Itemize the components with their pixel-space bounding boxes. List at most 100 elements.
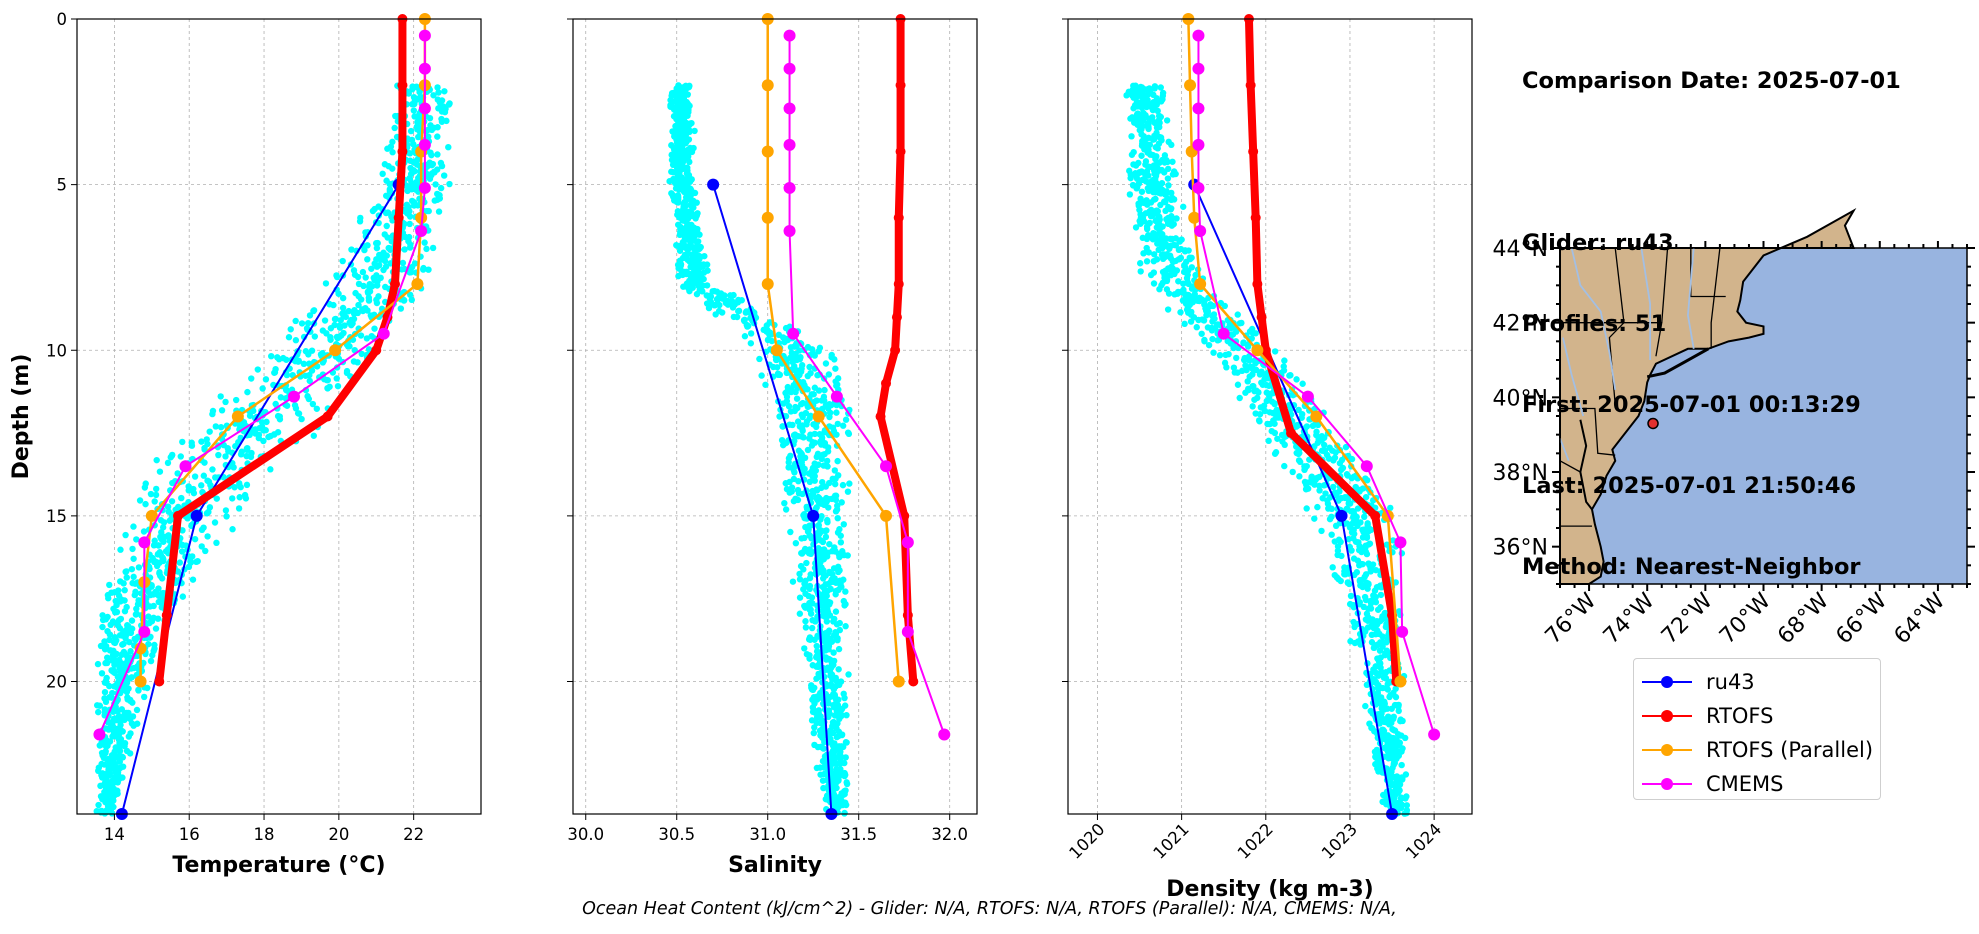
- glider-point: [781, 500, 787, 506]
- glider-point: [666, 178, 672, 184]
- data-point: [783, 181, 796, 194]
- glider-point: [671, 159, 677, 165]
- glider-point: [816, 673, 822, 679]
- glider-point: [675, 273, 681, 279]
- glider-point: [843, 739, 849, 745]
- glider-point: [800, 379, 806, 385]
- glider-point: [142, 484, 148, 490]
- glider-point: [748, 330, 754, 336]
- glider-point: [811, 637, 817, 643]
- glider-point: [382, 161, 388, 167]
- ohc-footer: Ocean Heat Content (kJ/cm^2) - Glider: N…: [582, 899, 1397, 919]
- glider-point: [222, 453, 228, 459]
- glider-point: [127, 730, 133, 736]
- glider-point: [1166, 139, 1172, 145]
- glider-point: [1136, 88, 1142, 94]
- legend-label: RTOFS: [1706, 704, 1774, 728]
- glider-point: [1361, 526, 1367, 532]
- glider-point: [413, 83, 419, 89]
- glider-point: [192, 473, 198, 479]
- glider-point: [796, 490, 802, 496]
- glider-point: [704, 267, 710, 273]
- data-point: [783, 62, 796, 75]
- glider-point: [1153, 130, 1159, 136]
- glider-point: [1160, 256, 1166, 262]
- legend-item-cmems: CMEMS: [1634, 767, 1880, 801]
- y-tick-label: 15: [46, 507, 67, 526]
- glider-point: [1151, 280, 1157, 286]
- glider-point: [1316, 487, 1322, 493]
- glider-point: [684, 176, 690, 182]
- glider-point: [136, 564, 142, 570]
- glider-point: [306, 361, 312, 367]
- glider-point: [1242, 390, 1248, 396]
- glider-point: [1381, 699, 1387, 705]
- glider-point: [132, 589, 138, 595]
- glider-point: [198, 438, 204, 444]
- glider-point: [446, 181, 452, 187]
- glider-point: [812, 460, 818, 466]
- glider-point: [1311, 481, 1317, 487]
- glider-point: [1404, 807, 1410, 813]
- glider-point: [233, 397, 239, 403]
- glider-point: [192, 536, 198, 542]
- data-point: [418, 138, 431, 151]
- glider-point: [1327, 445, 1333, 451]
- glider-point: [346, 308, 352, 314]
- glider-point: [160, 524, 166, 530]
- glider-point: [185, 483, 191, 489]
- glider-point: [1152, 83, 1158, 89]
- glider-point: [672, 180, 678, 186]
- glider-point: [677, 162, 683, 168]
- glider-point: [1377, 618, 1383, 624]
- glider-point: [398, 305, 404, 311]
- glider-point: [438, 185, 444, 191]
- glider-point: [780, 400, 786, 406]
- glider-point: [668, 169, 674, 175]
- glider-point: [741, 317, 747, 323]
- glider-point: [1304, 463, 1310, 469]
- glider-point: [832, 747, 838, 753]
- glider-point: [802, 578, 808, 584]
- glider-point: [830, 649, 836, 655]
- glider-point: [213, 423, 219, 429]
- glider-point: [430, 245, 436, 251]
- data-point: [761, 79, 774, 92]
- glider-point: [808, 682, 814, 688]
- glider-point: [1211, 311, 1217, 317]
- glider-point: [1328, 514, 1334, 520]
- glider-point: [704, 300, 710, 306]
- glider-point: [1383, 675, 1389, 681]
- glider-point: [1143, 158, 1149, 164]
- glider-point: [335, 383, 341, 389]
- glider-point: [794, 357, 800, 363]
- glider-point: [831, 565, 837, 571]
- glider-point: [697, 281, 703, 287]
- glider-point: [153, 457, 159, 463]
- data-point: [418, 181, 431, 194]
- glider-point: [122, 532, 128, 538]
- glider-point: [831, 771, 837, 777]
- glider-point: [202, 548, 208, 554]
- data-point: [231, 410, 244, 423]
- glider-point: [387, 188, 393, 194]
- glider-point: [151, 642, 157, 648]
- glider-point: [1184, 275, 1190, 281]
- glider-point: [1371, 645, 1377, 651]
- glider-point: [820, 785, 826, 791]
- data-point: [783, 225, 796, 237]
- glider-point: [355, 302, 361, 308]
- glider-point: [328, 325, 334, 331]
- glider-point: [1356, 562, 1362, 568]
- glider-point: [805, 593, 811, 599]
- glider-point: [1217, 352, 1223, 358]
- glider-point: [1369, 639, 1375, 645]
- data-point: [93, 728, 106, 741]
- glider-point: [345, 343, 351, 349]
- glider-point: [796, 448, 802, 454]
- glider-point: [1168, 264, 1174, 270]
- glider-point: [820, 547, 826, 553]
- glider-point: [167, 517, 173, 523]
- glider-point: [434, 151, 440, 157]
- glider-point: [1269, 428, 1275, 434]
